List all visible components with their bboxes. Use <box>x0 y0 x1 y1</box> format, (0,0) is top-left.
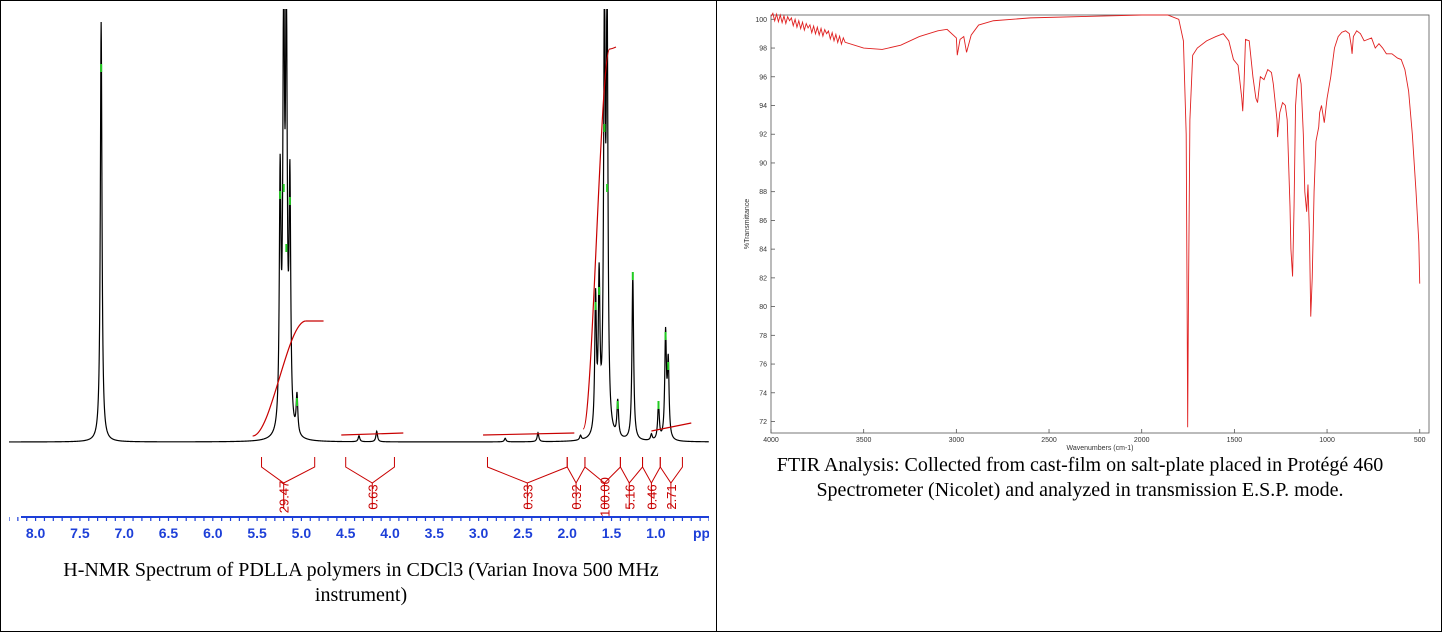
nmr-integral-curve <box>582 48 611 430</box>
ftir-y-tick-label: 72 <box>759 419 767 426</box>
nmr-integral-bracket <box>261 457 316 484</box>
nmr-peak-marker <box>288 197 291 205</box>
nmr-integral-curve <box>341 432 404 436</box>
nmr-tick-label: 5.0 <box>292 525 312 541</box>
nmr-integral-curve <box>609 46 617 50</box>
nmr-peak-marker <box>279 191 282 199</box>
nmr-tick-label: 3.0 <box>469 525 489 541</box>
nmr-tick-label: 8.0 <box>26 525 46 541</box>
nmr-caption: H-NMR Spectrum of PDLLA polymers in CDCl… <box>63 559 659 606</box>
nmr-chart: 29.47 0.63 0.33 0.32 100.00 5.16 0.46 2.71 8.0 7.… <box>9 9 709 541</box>
nmr-peak-marker <box>598 287 601 295</box>
ftir-x-tick-label: 4000 <box>763 437 779 444</box>
nmr-integral-curve <box>252 320 307 437</box>
ftir-y-tick-label: 98 <box>759 46 767 53</box>
nmr-spectrum-line <box>9 9 709 443</box>
ftir-x-tick-label: 2500 <box>1041 437 1057 444</box>
nmr-integral-label: 0.46 <box>644 484 659 509</box>
nmr-peak-marker <box>657 401 660 409</box>
ftir-x-tick-label: 3000 <box>949 437 965 444</box>
nmr-tick-label: 7.5 <box>70 525 90 541</box>
ftir-y-tick-label: 86 <box>759 218 767 225</box>
ftir-x-axis-label: Wavenumbers (cm-1) <box>1066 445 1133 452</box>
nmr-peak-marker <box>606 184 609 192</box>
nmr-peak-marker <box>295 398 298 406</box>
nmr-peak-marker <box>664 332 667 340</box>
ftir-y-tick-label: 76 <box>759 362 767 369</box>
nmr-integral-bracket <box>659 457 683 484</box>
nmr-integral-label: 0.63 <box>365 484 380 509</box>
nmr-integral-bracket <box>486 457 568 484</box>
nmr-tick-label: 5.5 <box>247 525 267 541</box>
ftir-spectrum-line <box>770 12 1421 428</box>
ftir-y-tick-label: 78 <box>759 333 767 340</box>
ftir-y-tick-label: 94 <box>759 103 767 110</box>
nmr-integral-bracket <box>642 457 661 485</box>
ftir-x-tick-label: 1000 <box>1319 437 1335 444</box>
ftir-y-tick-label: 90 <box>759 160 767 167</box>
ftir-y-tick-label: 92 <box>759 132 767 139</box>
nmr-tick-label: 3.5 <box>425 525 445 541</box>
ftir-x-tick-label: 3500 <box>856 437 872 444</box>
nmr-peak-marker <box>616 401 619 409</box>
ftir-caption: FTIR Analysis: Collected from cast-film … <box>776 454 1384 501</box>
nmr-tick-label: 1.5 <box>602 525 622 541</box>
nmr-integral-label: 29.47 <box>277 481 292 514</box>
nmr-peak-marker <box>631 272 634 280</box>
nmr-peak-marker <box>603 124 606 132</box>
nmr-peak-marker <box>667 362 670 370</box>
ftir-chart: 100 98 96 94 92 90 88 86 84 82 80 78 76 74 72 4000 3500 3… <box>744 12 1430 452</box>
ftir-x-tick-label: 1500 <box>1227 437 1243 444</box>
nmr-tick-label: 4.5 <box>336 525 356 541</box>
nmr-integral-label: 2.71 <box>664 484 679 509</box>
nmr-unit-label: ppr <box>693 525 709 541</box>
nmr-tick-label: 2.0 <box>557 525 577 541</box>
nmr-tick-label: 7.0 <box>114 525 134 541</box>
nmr-peak-marker <box>285 244 288 252</box>
ftir-y-tick-label: 84 <box>759 247 767 254</box>
ftir-y-tick-label: 100 <box>755 17 767 24</box>
ftir-panel: 100 98 96 94 92 90 88 86 84 82 80 78 76 74 72 4000 3500 3… <box>716 0 1442 632</box>
ftir-plot-frame <box>770 14 1430 434</box>
nmr-integral-label: 5.16 <box>622 484 637 509</box>
nmr-integral-curve <box>651 422 692 432</box>
ftir-y-tick-label: 96 <box>759 74 767 81</box>
nmr-tick-label: 1.0 <box>646 525 666 541</box>
nmr-peak-marker <box>100 64 103 72</box>
nmr-tick-label: 6.0 <box>203 525 223 541</box>
nmr-integral-label: 100.00 <box>597 477 612 517</box>
ftir-y-tick-label: 88 <box>759 189 767 196</box>
ftir-y-tick-label: 80 <box>759 304 767 311</box>
nmr-integral-bracket <box>345 457 395 484</box>
nmr-integral-bracket <box>619 457 644 484</box>
ftir-y-tick-label: 74 <box>759 390 767 397</box>
nmr-integral-curve <box>483 432 575 436</box>
nmr-tick-label: 6.5 <box>159 525 179 541</box>
nmr-integral-bracket <box>566 457 586 485</box>
ftir-x-tick-label: 500 <box>1414 437 1426 444</box>
nmr-integral-label: 0.32 <box>569 484 584 509</box>
nmr-tick-label: 2.5 <box>513 525 533 541</box>
ftir-y-axis-label: %Transmittance <box>744 199 751 249</box>
ftir-x-tick-label: 2000 <box>1134 437 1150 444</box>
nmr-panel: 29.47 0.63 0.33 0.32 100.00 5.16 0.46 2.71 8.0 7.… <box>0 0 716 632</box>
ftir-y-tick-label: 82 <box>759 275 767 282</box>
nmr-integral-label: 0.33 <box>520 484 535 509</box>
nmr-peak-marker <box>282 184 285 192</box>
nmr-peak-marker <box>594 302 597 310</box>
nmr-tick-label: 4.0 <box>380 525 400 541</box>
